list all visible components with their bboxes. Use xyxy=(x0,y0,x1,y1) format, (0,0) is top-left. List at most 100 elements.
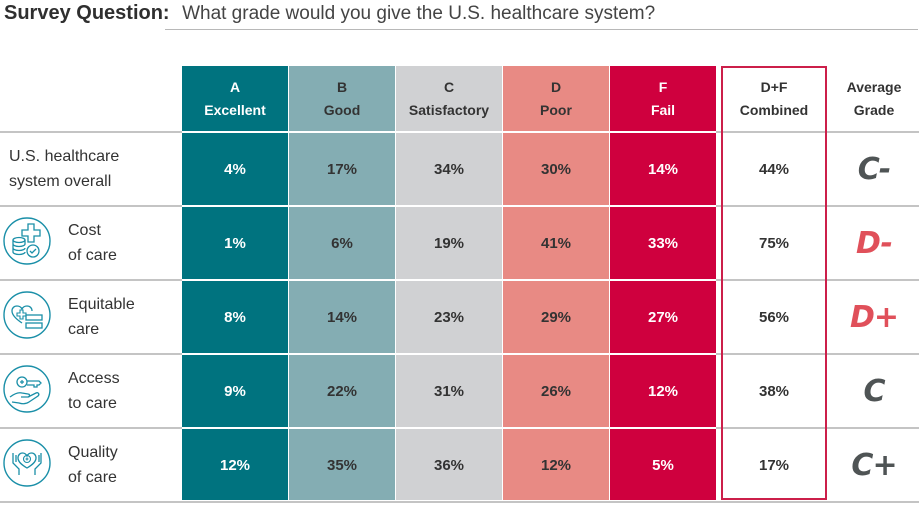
row-label-line: Access xyxy=(68,370,120,387)
row-label: Cost of care xyxy=(0,207,117,279)
value-cell-d: 41% xyxy=(540,234,572,252)
value-cell-c: 36% xyxy=(433,456,465,474)
heart-equals-icon xyxy=(0,290,68,345)
column-header-d: D Poor xyxy=(503,66,609,131)
grade-letter: B xyxy=(336,78,348,95)
question-label: Survey Question: xyxy=(4,2,170,24)
row-label-text: Access to care xyxy=(68,366,120,416)
column-gap xyxy=(288,66,289,500)
column-gap xyxy=(609,66,610,500)
grade-mark: D+ xyxy=(849,299,899,335)
value-cell-f: 33% xyxy=(647,234,679,252)
value-cell-b: 35% xyxy=(326,456,358,474)
row-divider xyxy=(0,501,919,503)
cell-gap xyxy=(182,205,716,207)
grade-label: Satisfactory xyxy=(408,101,490,118)
value-cell-b: 14% xyxy=(326,308,358,326)
average-grade: C xyxy=(829,355,919,427)
column-header-b: B Good xyxy=(289,66,395,131)
row-label-text: Quality of care xyxy=(68,440,118,490)
hand-key-icon xyxy=(0,364,68,419)
value-cell-f: 14% xyxy=(647,160,679,178)
value-cell-c: 31% xyxy=(433,382,465,400)
row-label-text: Cost of care xyxy=(68,218,117,268)
row-label: U.S. healthcare system overall xyxy=(9,133,119,205)
average-grade: D- xyxy=(829,207,919,279)
grade-label: Good xyxy=(323,101,361,118)
value-cell-c: 23% xyxy=(433,308,465,326)
survey-question: Survey Question: What grade would you gi… xyxy=(4,0,655,30)
grade-letter: C xyxy=(443,78,455,95)
row-label-line: system overall xyxy=(9,173,112,190)
row-label: Access to care xyxy=(0,355,120,427)
combined-value-cell: 56% xyxy=(758,308,790,326)
average-line2: Grade xyxy=(853,101,895,118)
value-cell-a: 1% xyxy=(224,234,246,252)
value-cell-d: 12% xyxy=(540,456,572,474)
row-label-line: Cost xyxy=(68,222,101,239)
average-grade: C+ xyxy=(829,429,919,501)
value-cell-d: 30% xyxy=(540,160,572,178)
question-text: What grade would you give the U.S. healt… xyxy=(182,3,656,24)
hands-heart-icon xyxy=(0,438,68,493)
row-label: Quality of care xyxy=(0,429,118,501)
column-header-average-grade: Average Grade xyxy=(829,66,919,131)
value-cell-b: 6% xyxy=(331,234,353,252)
combined-value-cell: 38% xyxy=(758,382,790,400)
grade-mark: C- xyxy=(857,151,891,187)
row-label-line: of care xyxy=(68,247,117,264)
value-cell-f: 12% xyxy=(647,382,679,400)
grade-letter: A xyxy=(229,78,241,95)
combined-value-cell: 44% xyxy=(758,160,790,178)
combined-line1: D+F xyxy=(760,78,788,95)
row-label-line: to care xyxy=(68,395,117,412)
column-gap xyxy=(395,66,396,500)
row-label-text: U.S. healthcare system overall xyxy=(9,144,119,194)
grade-mark: C+ xyxy=(851,447,897,483)
cell-gap xyxy=(182,279,716,281)
grade-mark: D- xyxy=(856,225,893,261)
value-cell-b: 17% xyxy=(326,160,358,178)
value-cell-d: 29% xyxy=(540,308,572,326)
cell-gap xyxy=(182,131,716,133)
average-grade: C- xyxy=(829,133,919,205)
cell-gap xyxy=(182,353,716,355)
coins-medical-cross-icon xyxy=(0,216,68,271)
grade-label: Fail xyxy=(650,101,676,118)
column-gap xyxy=(502,66,503,500)
average-grade: D+ xyxy=(829,281,919,353)
combined-value-cell: 75% xyxy=(758,234,790,252)
average-line1: Average xyxy=(846,78,902,95)
grade-letter: F xyxy=(658,78,668,95)
grade-label: Excellent xyxy=(204,101,266,118)
column-header-combined: D+F Combined xyxy=(721,66,827,131)
column-header-f: F Fail xyxy=(610,66,716,131)
title-divider xyxy=(165,29,918,30)
value-cell-a: 9% xyxy=(224,382,246,400)
value-cell-a: 8% xyxy=(224,308,246,326)
column-header-c: C Satisfactory xyxy=(396,66,502,131)
value-cell-c: 34% xyxy=(433,160,465,178)
row-label-line: Quality xyxy=(68,444,118,461)
row-label: Equitable care xyxy=(0,281,135,353)
grade-mark: C xyxy=(863,373,885,409)
row-label-line: Equitable xyxy=(68,296,135,313)
row-label-line: U.S. healthcare xyxy=(9,148,120,165)
value-cell-b: 22% xyxy=(326,382,358,400)
value-cell-c: 19% xyxy=(433,234,465,252)
combined-highlight-box xyxy=(721,66,827,500)
grade-letter: D xyxy=(550,78,562,95)
value-cell-a: 12% xyxy=(219,456,251,474)
column-header-a: A Excellent xyxy=(182,66,288,131)
row-label-line: of care xyxy=(68,469,117,486)
value-cell-f: 5% xyxy=(652,456,674,474)
combined-line2: Combined xyxy=(739,101,809,118)
row-label-line: care xyxy=(68,321,100,338)
row-label-text: Equitable care xyxy=(68,292,135,342)
combined-value-cell: 17% xyxy=(758,456,790,474)
value-cell-a: 4% xyxy=(224,160,246,178)
value-cell-f: 27% xyxy=(647,308,679,326)
grade-label: Poor xyxy=(540,101,572,118)
value-cell-d: 26% xyxy=(540,382,572,400)
cell-gap xyxy=(182,427,716,429)
